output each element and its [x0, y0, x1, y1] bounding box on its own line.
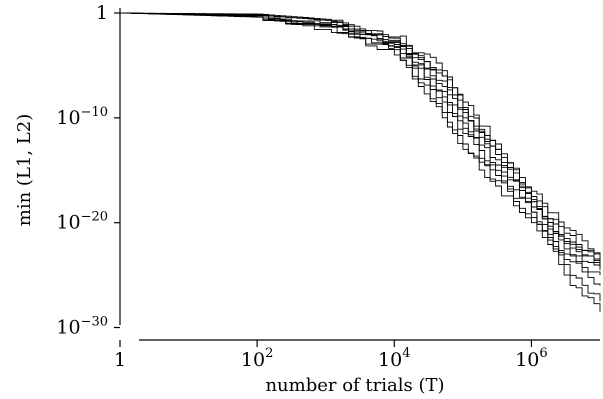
series-line-5	[120, 12, 601, 302]
x-tick-label-1: 102	[241, 346, 273, 371]
series-line-3	[120, 12, 601, 286]
series-layer	[120, 12, 601, 312]
series-line-9	[120, 12, 601, 312]
x-axis-title-text: number of trials (T)	[265, 375, 444, 396]
y-axis-title: min (L1, L2)	[14, 114, 35, 226]
y-axis-title-text: min (L1, L2)	[14, 114, 35, 226]
y-tick-label-0: 1	[96, 2, 108, 24]
x-tick-label-2: 104	[378, 346, 410, 371]
y-tick-label-1: 10−10	[56, 105, 108, 129]
series-line-8	[120, 12, 601, 263]
series-line-1	[120, 12, 601, 260]
x-axis-title: number of trials (T)	[265, 375, 444, 396]
y-tick-label-3: 10−30	[56, 315, 108, 339]
ticks: 1 10−10 10−20 10−30 1 102 104 106	[56, 2, 547, 371]
series-line-10	[120, 12, 601, 267]
x-tick-label-0: 1	[114, 349, 126, 371]
series-line-2	[120, 12, 601, 270]
y-tick-label-2: 10−20	[56, 210, 108, 234]
x-tick-label-3: 106	[515, 346, 547, 371]
axes	[119, 8, 600, 341]
series-line-7	[120, 12, 600, 266]
series-line-6	[120, 12, 601, 276]
